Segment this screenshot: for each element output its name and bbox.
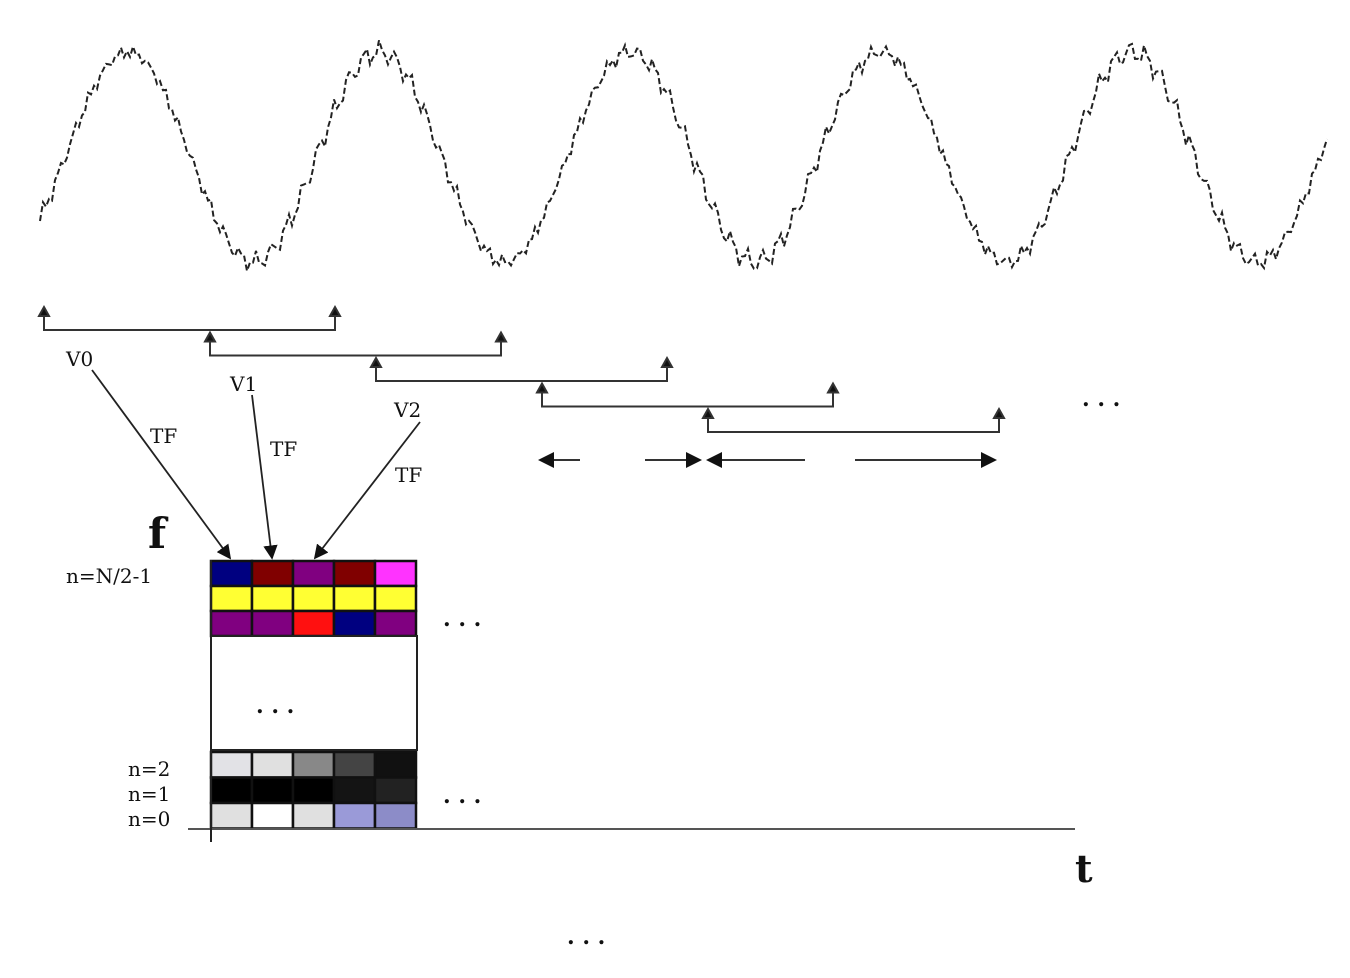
spectrum-cell <box>332 609 377 638</box>
label-tf-1: TF <box>270 437 297 461</box>
spectrum-cell <box>332 801 377 830</box>
spectrum-cell <box>332 750 377 779</box>
tf-arrow-v2 <box>313 421 421 560</box>
spectrum-cell <box>209 801 254 830</box>
spectrum-cell <box>209 609 254 638</box>
ellipsis-top-rows: . . . <box>443 606 481 632</box>
spectrum-cell <box>373 609 418 638</box>
ellipsis-bottom-rows: . . . <box>443 783 481 809</box>
label-row-1: n=1 <box>128 782 170 806</box>
window-bracket <box>535 381 840 408</box>
sliding-windows <box>37 304 1006 433</box>
spectrum-cell <box>332 776 377 805</box>
label-row-0: n=0 <box>128 807 170 831</box>
ellipsis-windows: . . . <box>1082 386 1120 412</box>
transform-arrows <box>91 369 421 560</box>
window-bracket <box>369 355 674 382</box>
label-v0: V0 <box>65 347 93 371</box>
spectrum-cell <box>250 750 295 779</box>
label-t: t <box>1075 846 1093 891</box>
spectrum-cell <box>373 801 418 830</box>
label-row-top: n=N/2-1 <box>66 564 152 588</box>
spectrum-cell <box>291 559 336 588</box>
ellipsis-middle: . . . <box>256 693 294 719</box>
label-f: f <box>148 509 169 558</box>
window-bracket <box>37 304 342 331</box>
label-tf-0: TF <box>150 424 177 448</box>
label-tf-2: TF <box>395 463 422 487</box>
spectrum-cell <box>209 776 254 805</box>
spectrum-cell <box>250 801 295 830</box>
spectrum-cell <box>291 609 336 638</box>
spectrum-cell <box>209 584 254 613</box>
spectrum-cell <box>209 750 254 779</box>
tf-arrow-v1 <box>251 394 278 560</box>
spectrum-cell <box>332 559 377 588</box>
spectrum-cell <box>332 584 377 613</box>
spectrum-cell <box>250 609 295 638</box>
spectrum-cell <box>373 584 418 613</box>
label-row-2: n=2 <box>128 757 170 781</box>
spectrum-cell <box>373 559 418 588</box>
ellipsis-box <box>210 635 418 751</box>
label-v1: V1 <box>229 372 257 396</box>
spectrum-cell <box>209 559 254 588</box>
spectrum-cell <box>250 559 295 588</box>
window-bracket <box>203 330 508 357</box>
signal-waveform <box>39 40 1328 275</box>
spectrum-cell <box>291 584 336 613</box>
label-v2: V2 <box>393 398 421 422</box>
spectrum-cell <box>250 584 295 613</box>
spectrum-cell <box>291 750 336 779</box>
spectrum-cell <box>291 776 336 805</box>
spectrogram-grid <box>209 559 418 830</box>
spectrum-cell <box>373 750 418 779</box>
spectrum-cell <box>250 776 295 805</box>
window-bracket <box>701 406 1006 433</box>
ellipsis-bottom: . . . <box>567 924 605 950</box>
spectrum-cell <box>373 776 418 805</box>
tf-arrow-v0 <box>91 369 232 560</box>
spectrum-cell <box>291 801 336 830</box>
